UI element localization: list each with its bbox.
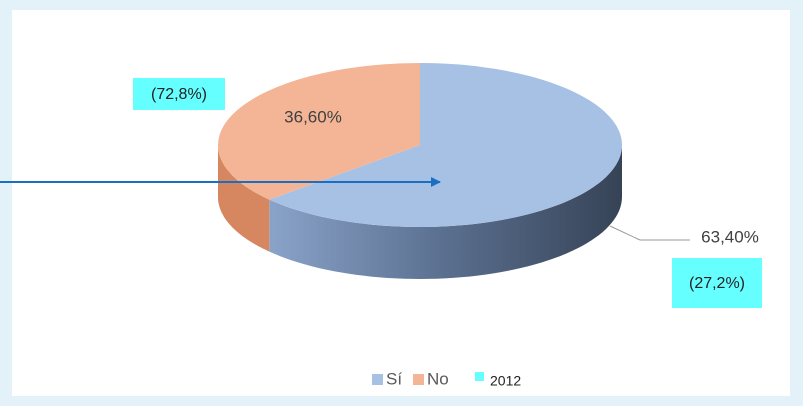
annotation: (27,2%) — [689, 275, 745, 292]
data-label: 63,40% — [701, 227, 759, 246]
pie — [218, 63, 622, 279]
legend-swatch — [475, 372, 484, 381]
legend-label: 2012 — [490, 373, 521, 389]
annotation-box — [672, 258, 762, 308]
legend-label: Sí — [386, 369, 402, 388]
annotation-box — [133, 78, 225, 110]
slice-side — [218, 145, 270, 252]
leader-line — [609, 225, 641, 241]
legend-swatch — [413, 374, 424, 385]
data-label: 36,60% — [284, 107, 342, 126]
slice — [218, 63, 420, 200]
annotation: (72,8%) — [151, 86, 207, 103]
slice — [269, 63, 622, 228]
legend-label: No — [427, 369, 449, 388]
legend-swatch — [372, 374, 383, 385]
slice-side — [269, 145, 622, 279]
